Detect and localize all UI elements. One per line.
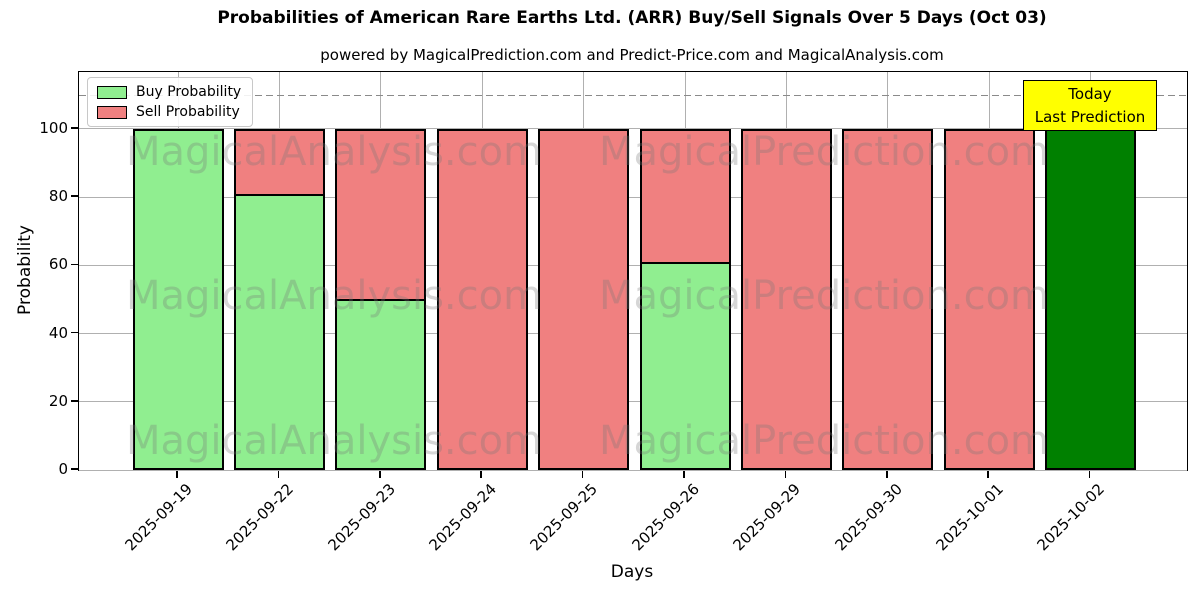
plot-area: Buy Probability Sell Probability Today L…: [78, 71, 1188, 471]
chart-subtitle: powered by MagicalPrediction.com and Pre…: [320, 46, 944, 64]
x-tick-label: 2025-10-01: [932, 480, 1007, 555]
x-tick-mark: [886, 470, 888, 478]
bar-sell-segment: [233, 128, 325, 196]
x-tick-mark: [277, 470, 280, 478]
x-axis-label: Days: [610, 562, 654, 582]
y-tick-label: 20: [48, 391, 68, 410]
y-tick-mark: [71, 195, 78, 197]
y-tick-label: 100: [39, 118, 68, 137]
y-gridline: [79, 333, 1187, 335]
legend-entry-buy: Buy Probability: [97, 85, 241, 99]
x-tick-label: 2025-09-19: [121, 480, 196, 555]
x-tick-label: 2025-10-02: [1033, 480, 1109, 555]
bar-sell-segment: [335, 128, 427, 302]
x-tick-mark: [1088, 470, 1091, 478]
bar-today-buy-segment: [1045, 128, 1137, 470]
bar-sell-segment: [740, 128, 832, 470]
today-annotation-line2: Last Prediction: [1034, 107, 1146, 126]
bar-buy-segment: [132, 128, 224, 470]
today-annotation-box: Today Last Prediction: [1023, 80, 1157, 131]
watermark-analysis: MagicalAnalysis.com: [125, 273, 543, 319]
y-gridline: [79, 401, 1187, 403]
sell-color-swatch: [97, 105, 127, 119]
bar-sell-segment: [842, 128, 934, 470]
bar-sell-segment: [436, 128, 528, 470]
bar-sell-segment: [538, 128, 630, 470]
legend-buy-label: Buy Probability: [136, 84, 242, 100]
y-gridline: [79, 128, 1187, 130]
today-annotation-line1: Today: [1068, 85, 1112, 103]
x-tick-mark: [683, 470, 685, 478]
watermark-prediction: MagicalPrediction.com: [599, 273, 1049, 319]
watermark-prediction: MagicalPrediction.com: [599, 418, 1049, 464]
x-tick-mark: [379, 470, 381, 478]
legend-entry-sell: Sell Probability: [97, 105, 241, 119]
y-tick-mark: [71, 468, 78, 470]
bar-sell-segment: [639, 128, 731, 264]
x-tick-label: 2025-09-25: [526, 480, 602, 555]
y-tick-mark: [71, 400, 78, 402]
y-gridline: [79, 469, 1187, 471]
x-tick-label: 2025-09-22: [222, 480, 298, 555]
y-tick-mark: [71, 263, 78, 266]
bar-sell-segment: [943, 128, 1035, 470]
x-tick-mark: [480, 470, 482, 478]
x-tick-mark: [581, 470, 584, 478]
y-tick-label: 60: [48, 255, 68, 274]
threshold-dashed-line: [79, 94, 1187, 97]
x-tick-label: 2025-09-23: [324, 480, 399, 555]
y-tick-mark: [71, 127, 78, 129]
y-tick-mark: [71, 331, 78, 334]
x-tick-mark: [784, 470, 787, 478]
legend: Buy Probability Sell Probability: [87, 77, 254, 127]
x-tick-mark: [176, 470, 178, 478]
x-tick-label: 2025-09-30: [831, 480, 906, 555]
chart-title: Probabilities of American Rare Earths Lt…: [217, 8, 1047, 28]
watermark-analysis: MagicalAnalysis.com: [125, 129, 543, 175]
y-tick-label: 40: [48, 323, 68, 342]
legend-sell-label: Sell Probability: [136, 104, 240, 120]
x-tick-label: 2025-09-26: [628, 480, 703, 555]
y-gridline: [79, 196, 1187, 198]
y-gridline: [79, 264, 1187, 266]
y-tick-label: 0: [58, 460, 68, 478]
y-tick-label: 80: [48, 187, 68, 206]
bar-buy-segment: [639, 261, 731, 470]
x-tick-label: 2025-09-24: [425, 480, 500, 555]
bar-buy-segment: [233, 193, 325, 470]
x-tick-label: 2025-09-29: [729, 480, 805, 555]
buy-color-swatch: [97, 85, 127, 99]
x-tick-mark: [987, 470, 989, 478]
watermark-analysis: MagicalAnalysis.com: [125, 418, 543, 464]
watermark-prediction: MagicalPrediction.com: [599, 129, 1049, 175]
